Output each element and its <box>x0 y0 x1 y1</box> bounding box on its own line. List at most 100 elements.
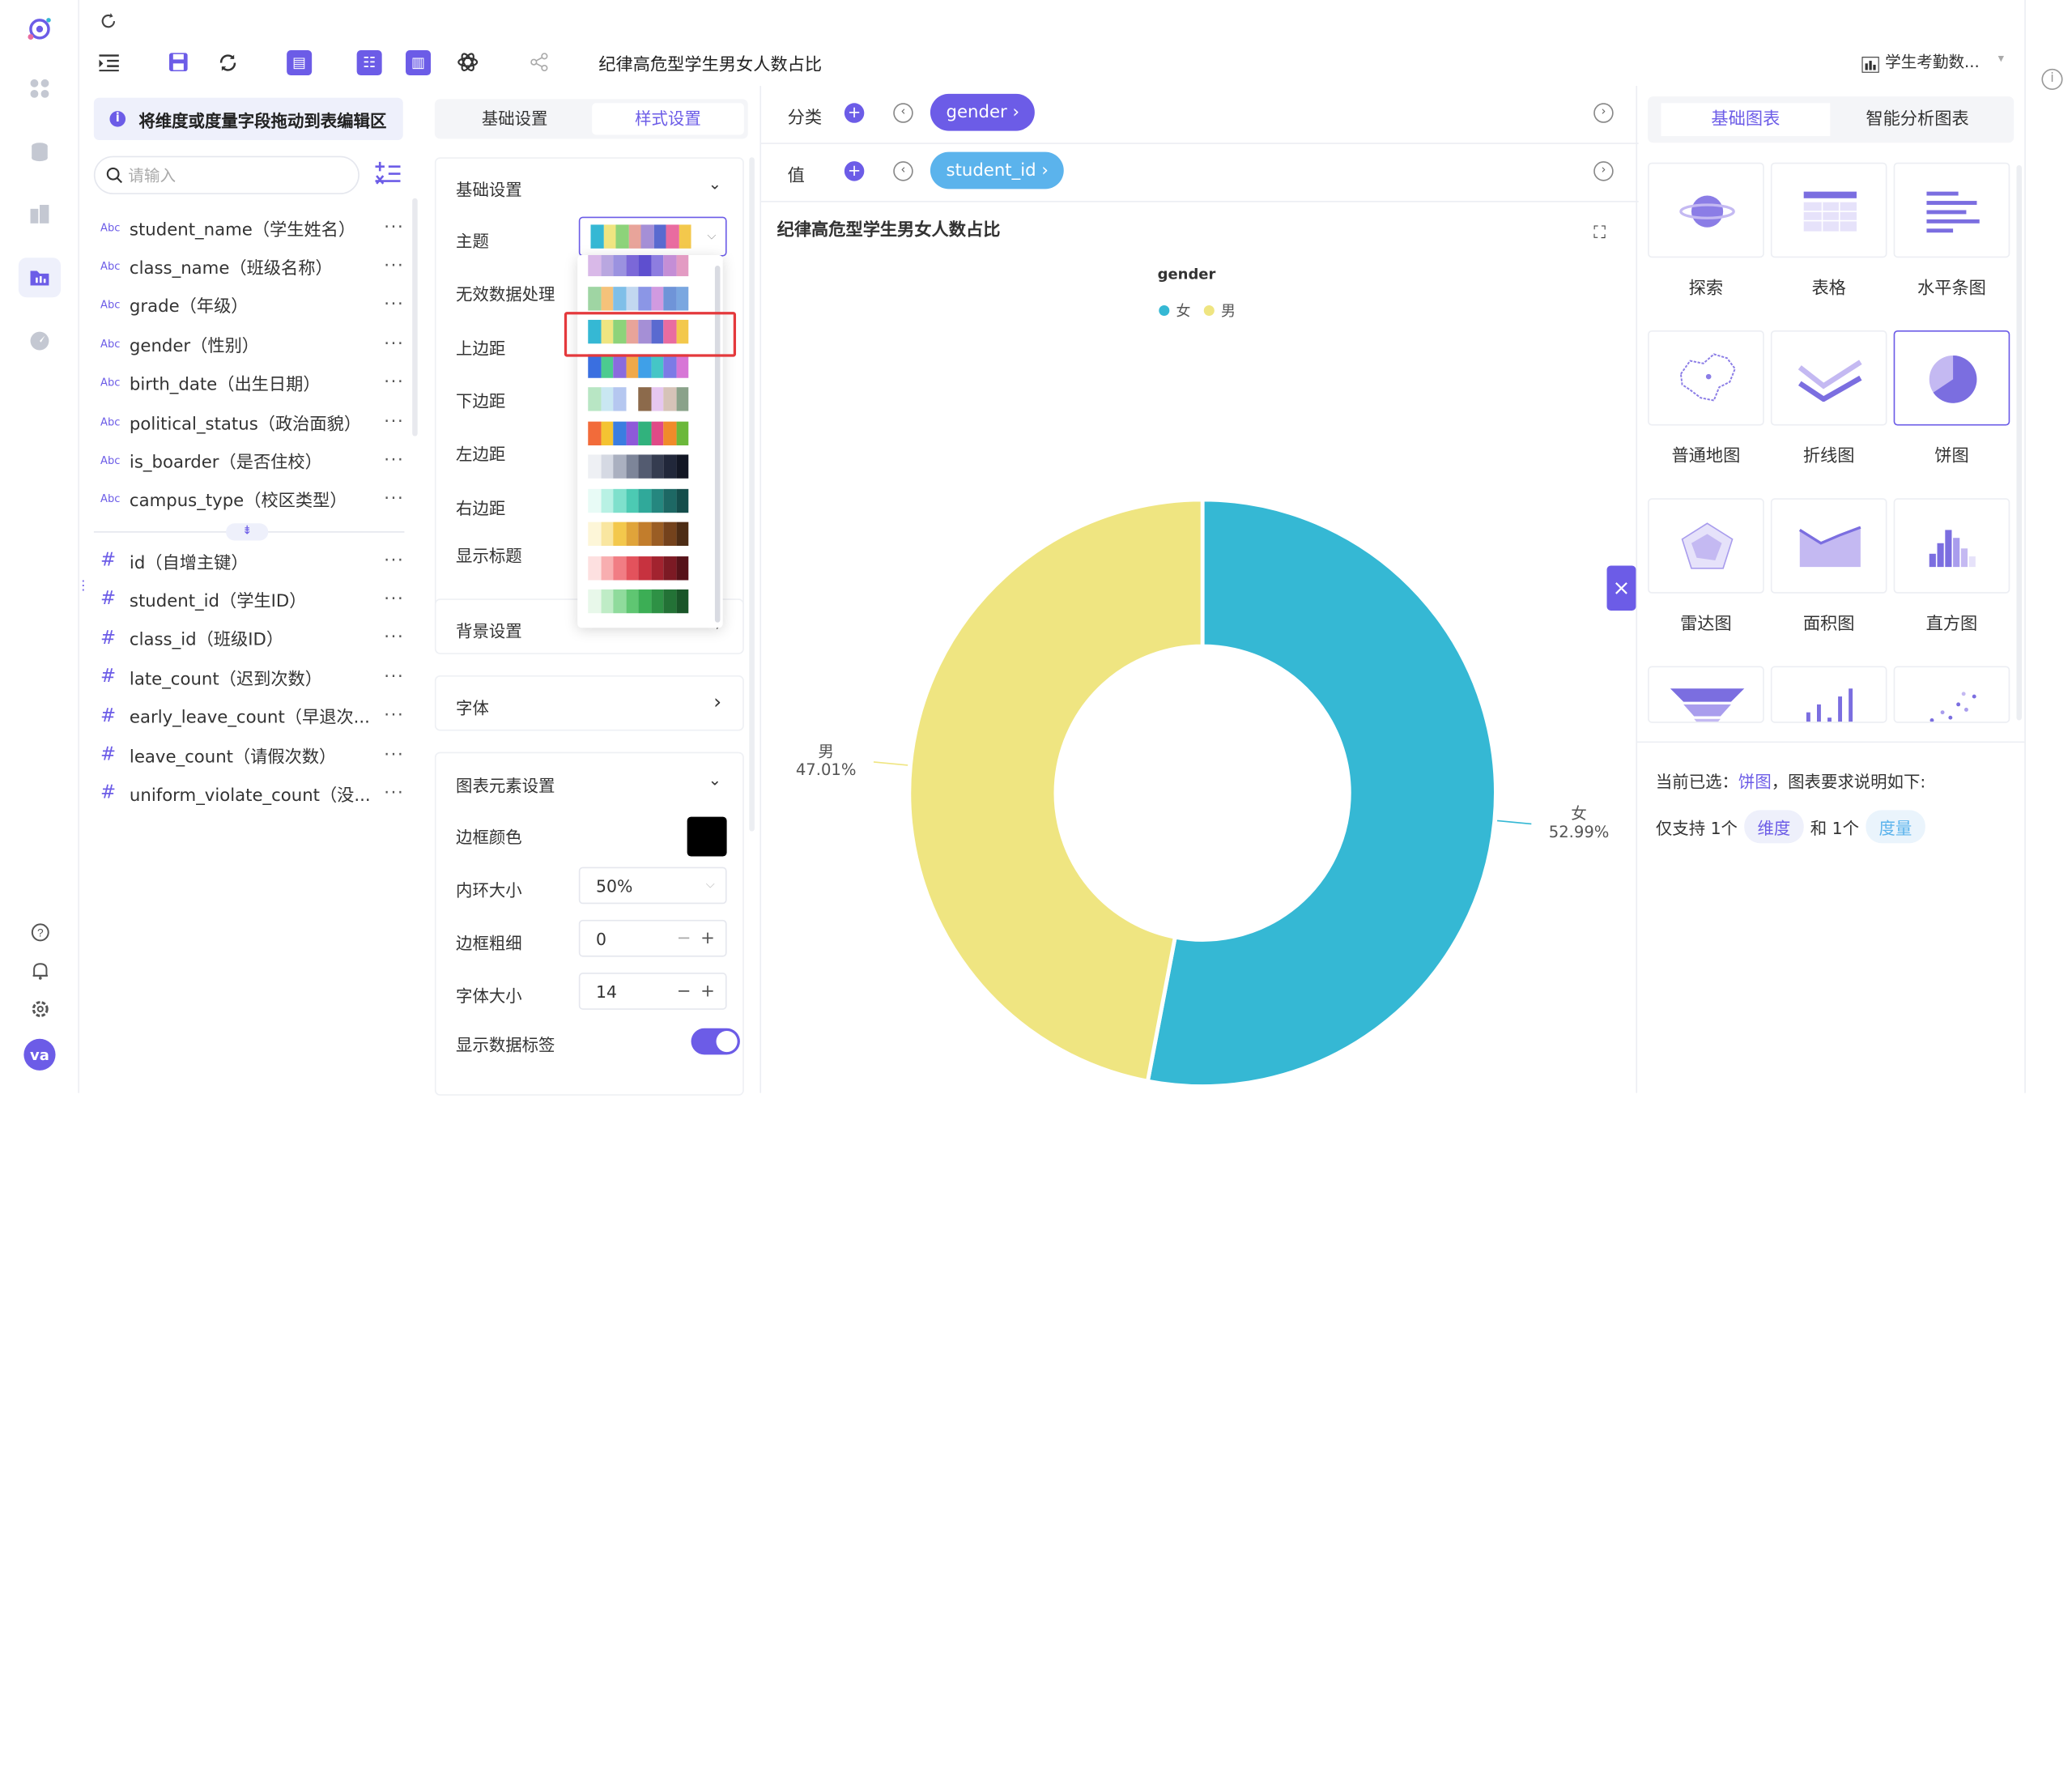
theme-select[interactable]: ⌵ <box>578 216 727 257</box>
plus-icon[interactable]: + <box>700 981 715 1002</box>
font-settings-card[interactable]: 字体 › <box>434 675 744 731</box>
dashboard-icon[interactable] <box>25 199 54 228</box>
more-icon[interactable]: ··· <box>384 411 405 432</box>
chart-folder-icon[interactable] <box>18 258 62 298</box>
dropdown-scrollbar[interactable] <box>714 266 721 623</box>
atom-icon[interactable] <box>454 49 481 75</box>
field-search-input[interactable]: 请输入 <box>93 155 360 194</box>
share-icon[interactable] <box>526 49 553 75</box>
chart-types-scrollbar[interactable] <box>2016 165 2022 721</box>
dimension-field[interactable]: Abc grade（年级） ··· <box>100 291 404 320</box>
close-panel-button[interactable]: × <box>1606 565 1636 611</box>
plus-icon[interactable]: + <box>700 928 715 948</box>
info-icon[interactable]: i <box>2041 68 2063 90</box>
chart-type-tile[interactable] <box>1648 330 1764 426</box>
user-avatar[interactable]: va <box>23 1038 56 1071</box>
chart-type-tile[interactable] <box>1648 666 1764 723</box>
sync-icon[interactable] <box>214 49 240 75</box>
dimension-field[interactable]: Abc is_boarder（是否住校） ··· <box>100 446 404 475</box>
more-icon[interactable]: ··· <box>384 217 405 237</box>
chart-view-icon[interactable]: ▥ <box>406 50 432 76</box>
basic-settings-title[interactable]: 基础设置 <box>456 179 522 200</box>
more-icon[interactable]: ··· <box>384 783 405 804</box>
tab-basic-charts[interactable]: 基础图表 <box>1661 103 1831 137</box>
theme-option[interactable] <box>588 454 689 479</box>
theme-option[interactable] <box>588 254 689 277</box>
add-value-icon[interactable]: + <box>844 161 865 181</box>
dimension-field[interactable]: Abc student_name（学生姓名） ··· <box>100 213 404 242</box>
settings-gear-icon[interactable] <box>25 994 54 1023</box>
table-view-icon[interactable]: ▤ <box>287 50 313 76</box>
compass-icon[interactable] <box>25 326 54 356</box>
theme-option[interactable] <box>588 353 689 377</box>
theme-option[interactable] <box>588 286 689 310</box>
chart-type-tile[interactable] <box>1770 666 1887 723</box>
fields-scrollbar[interactable] <box>412 198 418 436</box>
save-icon[interactable] <box>165 49 192 75</box>
filter-settings-icon[interactable]: ☷ <box>356 50 382 76</box>
theme-option[interactable] <box>588 387 689 411</box>
chart-type-tile[interactable] <box>1770 330 1887 426</box>
more-icon[interactable]: ··· <box>384 705 405 726</box>
theme-option[interactable] <box>588 420 689 445</box>
gender-pill[interactable]: gender › <box>930 93 1036 131</box>
chart-type-tile[interactable] <box>1770 162 1887 258</box>
tab-style-settings[interactable]: 样式设置 <box>592 103 744 135</box>
theme-option[interactable] <box>588 319 689 344</box>
add-field-icon[interactable] <box>375 161 402 188</box>
dimension-field[interactable]: Abc class_name（班级名称） ··· <box>100 252 404 281</box>
minus-icon[interactable]: − <box>676 981 691 1002</box>
inner-radius-select[interactable]: 50% ⌵ <box>578 866 727 905</box>
legend-item[interactable]: 女 <box>1159 300 1190 321</box>
more-icon[interactable]: ··· <box>384 489 405 509</box>
divider-drag-icon[interactable]: ⇟ <box>226 523 269 541</box>
dimension-field[interactable]: Abc birth_date（出生日期） ··· <box>100 368 404 398</box>
apps-icon[interactable] <box>25 74 54 103</box>
dimension-field[interactable]: Abc gender（性别） ··· <box>100 330 404 359</box>
measure-field[interactable]: # leave_count（请假次数） ··· <box>100 740 404 769</box>
student-id-pill[interactable]: student_id › <box>930 151 1065 189</box>
more-icon[interactable]: ··· <box>384 589 405 610</box>
theme-option[interactable] <box>588 522 689 547</box>
chevron-left-icon[interactable]: ‹ <box>893 103 913 123</box>
border-width-stepper[interactable]: 0 − + <box>578 919 727 957</box>
chart-type-tile[interactable] <box>1893 498 2010 594</box>
chevron-down-icon[interactable]: ▾ <box>1998 53 2004 66</box>
minus-icon[interactable]: − <box>676 928 691 948</box>
theme-option[interactable] <box>588 589 689 614</box>
chart-type-tile[interactable] <box>1893 330 2010 426</box>
app-logo-icon[interactable] <box>25 15 54 44</box>
theme-option[interactable] <box>588 556 689 580</box>
chevron-up-icon[interactable]: ⌄ <box>708 770 722 790</box>
legend-item[interactable]: 男 <box>1203 300 1236 321</box>
measure-field[interactable]: # uniform_violate_count（没... ··· <box>100 779 404 808</box>
chart-type-tile[interactable] <box>1648 498 1764 594</box>
measure-field[interactable]: # student_id（学生ID） ··· <box>100 585 404 614</box>
more-icon[interactable]: ··· <box>384 373 405 393</box>
font-size-stepper[interactable]: 14 − + <box>578 973 727 1010</box>
chart-element-title[interactable]: 图表元素设置 <box>456 775 555 796</box>
tab-basic-settings[interactable]: 基础设置 <box>481 108 548 129</box>
chart-type-tile[interactable] <box>1770 498 1887 594</box>
chevron-right-icon[interactable]: › <box>1593 161 1614 181</box>
more-icon[interactable]: ··· <box>384 744 405 765</box>
chart-type-tile[interactable] <box>1893 666 2010 723</box>
more-icon[interactable]: ··· <box>384 295 405 315</box>
chevron-right-icon[interactable]: › <box>1593 103 1614 123</box>
dimension-field[interactable]: Abc political_status（政治面貌） ··· <box>100 407 404 436</box>
menu-indent-icon[interactable] <box>96 49 122 75</box>
database-icon[interactable] <box>25 138 54 167</box>
help-icon[interactable]: ? <box>25 918 54 947</box>
chevron-up-icon[interactable]: ⌄ <box>708 174 722 194</box>
measure-field[interactable]: # class_id（班级ID） ··· <box>100 624 404 653</box>
more-icon[interactable]: ··· <box>384 334 405 354</box>
bell-icon[interactable] <box>25 956 54 985</box>
measure-field[interactable]: # early_leave_count（早退次... ··· <box>100 701 404 730</box>
chevron-left-icon[interactable]: ‹ <box>893 161 913 181</box>
tab-smart-charts[interactable]: 智能分析图表 <box>1866 109 1969 130</box>
pie-slice[interactable] <box>907 497 1205 1084</box>
more-icon[interactable]: ··· <box>384 550 405 571</box>
more-icon[interactable]: ··· <box>384 256 405 276</box>
dataset-select[interactable]: 学生考勤数... <box>1885 53 1980 72</box>
show-data-label-toggle[interactable] <box>691 1028 740 1055</box>
